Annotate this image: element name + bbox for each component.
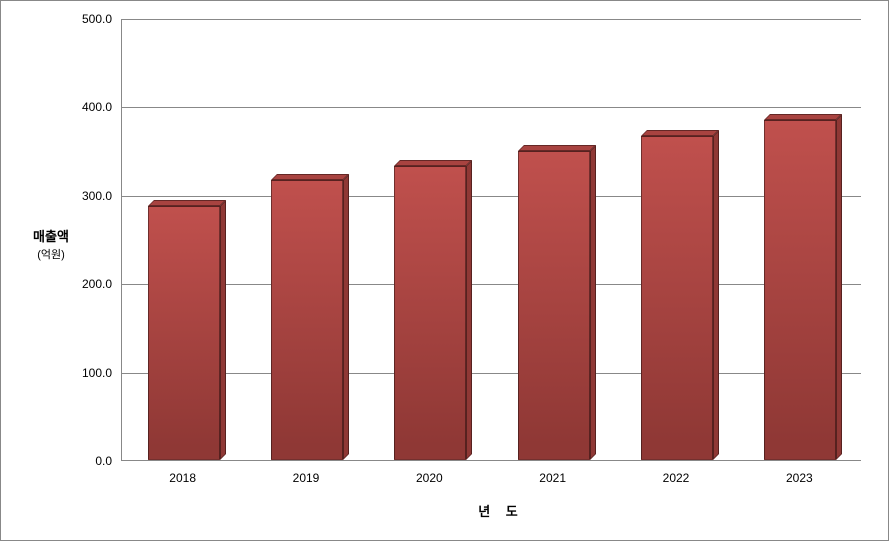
y-tick-label: 300.0 (32, 189, 112, 203)
y-tick-label: 500.0 (32, 12, 112, 26)
bar-face (641, 136, 713, 460)
bar-face (394, 166, 466, 460)
gridline (122, 284, 861, 285)
bar-top (271, 174, 349, 180)
y-axis-label: 매출액 (21, 226, 81, 245)
x-tick-label: 2021 (513, 471, 593, 485)
y-tick-label: 200.0 (32, 277, 112, 291)
bar-side (713, 130, 719, 460)
bar (271, 180, 343, 460)
gridline (122, 107, 861, 108)
bar-face (148, 206, 220, 460)
x-tick-label: 2022 (636, 471, 716, 485)
x-tick-label: 2018 (143, 471, 223, 485)
bar (148, 206, 220, 460)
bar-side (466, 160, 472, 460)
bar-top (518, 145, 596, 151)
bar-top (394, 160, 472, 166)
y-tick-label: 100.0 (32, 366, 112, 380)
bar (394, 166, 466, 460)
bar-side (220, 200, 226, 460)
x-tick-label: 2023 (759, 471, 839, 485)
bar-face (518, 151, 590, 460)
bar-top (148, 200, 226, 206)
plot-area (121, 19, 861, 461)
y-axis-sublabel: (억원) (21, 246, 81, 262)
x-tick-label: 2020 (389, 471, 469, 485)
bar-face (764, 120, 836, 460)
bar (518, 151, 590, 460)
x-tick-label: 2019 (266, 471, 346, 485)
y-tick-label: 400.0 (32, 100, 112, 114)
bar-top (641, 130, 719, 136)
gridline (122, 196, 861, 197)
x-axis-label: 년 도 (441, 501, 561, 520)
bar-side (343, 174, 349, 460)
gridline (122, 19, 861, 20)
bar (641, 136, 713, 460)
bar-side (590, 145, 596, 460)
bar (764, 120, 836, 460)
bar-top (764, 114, 842, 120)
bar-side (836, 114, 842, 460)
gridline (122, 373, 861, 374)
bar-face (271, 180, 343, 460)
y-tick-label: 0.0 (32, 454, 112, 468)
chart-container: 매출액 (억원) 년 도 0.0 100.0 200.0 300.0 400.0 500.… (0, 0, 889, 541)
